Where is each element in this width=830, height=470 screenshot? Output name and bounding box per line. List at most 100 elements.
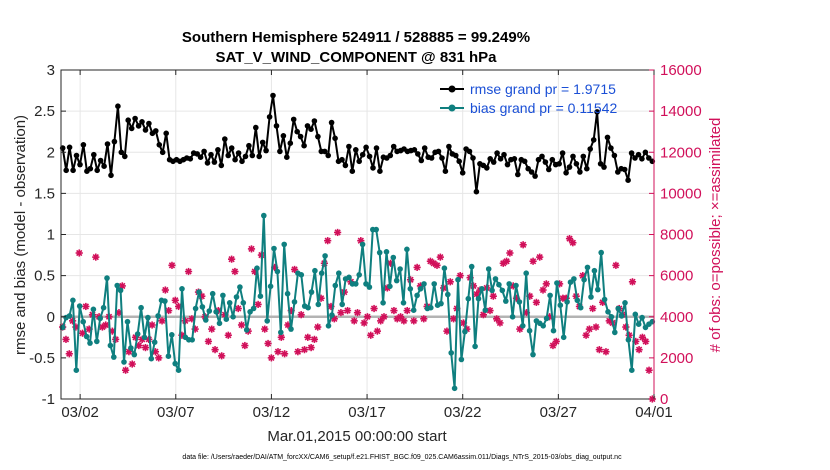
x-tick-label: 03/07 — [157, 404, 195, 421]
obs-marker-stroke — [413, 264, 421, 271]
rmse-point — [577, 169, 583, 175]
obs-count-marker — [549, 341, 557, 350]
rmse-point — [494, 150, 500, 156]
x-tick-label: 03/27 — [540, 404, 578, 421]
obs-count-marker — [539, 286, 547, 294]
obs-marker-stroke — [404, 307, 411, 314]
rmse-point — [587, 146, 593, 152]
legend-rmse-label: rmse grand pr = 1.9715 — [470, 81, 616, 97]
rmse-point — [439, 155, 445, 161]
bias-point — [598, 249, 604, 256]
obs-count-marker — [82, 302, 90, 311]
rmse-point — [421, 145, 428, 151]
obs-count-marker — [433, 261, 441, 269]
obs-marker-stroke — [579, 272, 586, 279]
bias-point — [465, 295, 472, 302]
obs-count-marker — [334, 228, 342, 237]
bias-point — [83, 333, 90, 340]
rmse-point — [315, 133, 321, 140]
obs-count-marker — [158, 317, 166, 325]
rmse-point — [284, 154, 290, 160]
bias-point — [482, 307, 489, 314]
obs-marker-stroke — [380, 313, 388, 320]
bias-point — [66, 313, 73, 319]
rmse-point — [584, 165, 590, 172]
bias-point — [226, 300, 233, 306]
obs-marker-stroke — [307, 344, 315, 351]
bias-point — [257, 293, 264, 300]
rmse-point — [280, 133, 287, 139]
obs-marker-stroke — [450, 315, 457, 322]
rmse-point — [497, 156, 504, 162]
bias-point — [414, 292, 420, 299]
obs-marker-stroke — [519, 241, 527, 248]
obs-count-marker — [413, 263, 421, 271]
obs-count-marker — [277, 333, 285, 341]
obs-count-marker — [410, 317, 418, 325]
bias-point — [298, 272, 305, 278]
rmse-point — [139, 119, 145, 125]
rmse-point — [484, 165, 490, 171]
obs-count-marker — [635, 346, 643, 354]
bias-point — [431, 281, 438, 287]
rmse-point — [535, 156, 542, 163]
obs-count-marker — [353, 309, 362, 317]
rmse-point — [266, 114, 273, 120]
bias-point — [383, 249, 390, 255]
rmse-point — [456, 158, 463, 165]
rmse-point — [559, 150, 566, 156]
obs-count-marker — [307, 343, 315, 352]
rmse-point — [215, 147, 221, 153]
bias-point — [172, 360, 178, 367]
chart-title: Southern Hemisphere 524911 / 528885 = 99… — [182, 29, 530, 46]
obs-marker-stroke — [397, 313, 404, 320]
obs-marker-stroke — [360, 319, 368, 327]
obs-count-marker — [360, 319, 368, 327]
obs-count-marker — [363, 313, 372, 321]
obs-marker-stroke — [228, 256, 235, 263]
bias-point — [223, 316, 230, 323]
y-right-tick-label: 6000 — [660, 268, 693, 285]
bias-point — [87, 340, 93, 346]
rmse-point — [570, 153, 576, 160]
rmse-point — [332, 135, 338, 142]
obs-marker-stroke — [539, 286, 547, 294]
bias-point — [233, 294, 240, 300]
rmse-point — [94, 167, 100, 174]
rmse-point — [366, 153, 373, 160]
rmse-point — [566, 164, 573, 170]
obs-count-marker — [92, 253, 100, 261]
obs-count-marker — [304, 333, 312, 341]
bias-point — [520, 323, 526, 329]
obs-marker-stroke — [612, 262, 620, 269]
obs-count-marker — [62, 335, 70, 343]
y-right-tick-label: 2000 — [660, 350, 693, 367]
bias-point — [134, 331, 141, 337]
rmse-point — [342, 162, 349, 169]
bias-point — [608, 314, 615, 320]
rmse-point — [356, 158, 363, 165]
legend-bias-marker — [448, 104, 456, 112]
obs-marker-stroke — [639, 334, 646, 341]
bias-point — [291, 299, 298, 305]
rmse-point — [594, 109, 600, 115]
obs-marker-stroke — [261, 325, 268, 333]
obs-marker-stroke — [596, 346, 603, 353]
y-right-tick-label: 10000 — [660, 185, 702, 202]
obs-marker-stroke — [92, 253, 99, 261]
rmse-point — [542, 159, 549, 165]
bias-point — [155, 313, 161, 319]
bias-point — [111, 354, 117, 360]
chart-subtitle: SAT_V_WIND_COMPONENT @ 831 hPa — [215, 49, 497, 66]
rmse-point — [539, 153, 545, 160]
bias-point — [516, 299, 523, 305]
y-tick-label: 1 — [47, 227, 55, 244]
obs-marker-stroke — [278, 334, 285, 341]
obs-marker-stroke — [337, 309, 345, 316]
obs-count-marker — [592, 323, 600, 331]
rmse-point — [573, 161, 580, 167]
rmse-point — [111, 138, 118, 145]
rmse-point — [294, 128, 301, 135]
rmse-point — [256, 153, 263, 160]
bias-point — [329, 312, 335, 318]
